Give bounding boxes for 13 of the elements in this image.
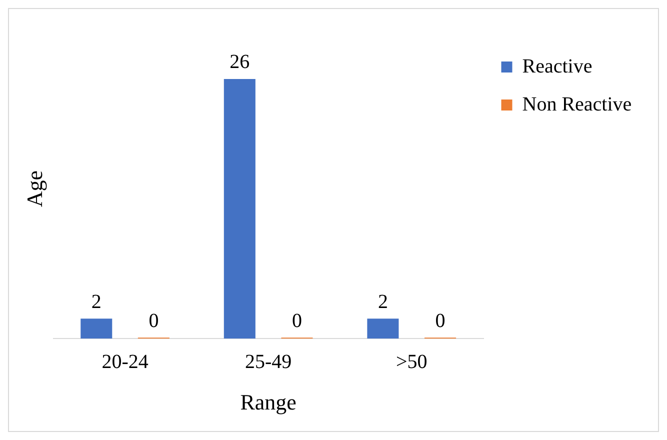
data-label: 26 [230, 51, 250, 74]
data-label: 2 [91, 290, 102, 313]
data-label: 0 [148, 310, 159, 332]
x-tick-label: >50 [396, 350, 428, 373]
x-tick-label: 20-24 [102, 350, 148, 373]
x-tick-label: 25-49 [244, 350, 292, 373]
legend-label: Reactive [522, 55, 592, 78]
x-axis-title: Range [240, 390, 296, 415]
data-label: 2 [378, 290, 388, 313]
data-label: 0 [435, 310, 446, 332]
data-label: 0 [292, 310, 302, 332]
legend-label: Non Reactive [522, 93, 632, 116]
y-axis-title: Age [22, 170, 47, 208]
